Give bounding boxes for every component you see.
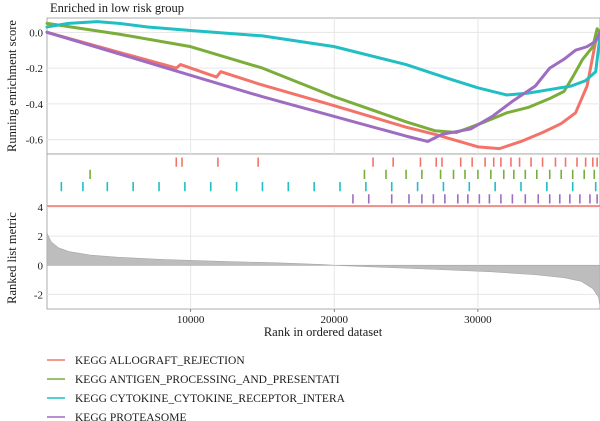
es-tick-label: -0.2 — [26, 63, 43, 75]
hits-panel — [46, 153, 600, 208]
x-axis-label: Rank in ordered dataset — [264, 325, 383, 339]
es-series-line — [45, 30, 600, 151]
legend-label: KEGG PROTEASOME — [75, 412, 187, 421]
es-panel — [46, 17, 600, 155]
es-series-line — [45, 20, 600, 97]
x-tick-label: 10000 — [177, 314, 205, 326]
es-tick-label: -0.6 — [26, 135, 44, 147]
es-series-line — [45, 21, 600, 135]
ranked-metric-area — [46, 233, 600, 307]
gene-hit-marks — [47, 157, 600, 207]
legend-label: KEGG ALLOGRAFT_REJECTION — [75, 355, 245, 367]
es-series-line — [45, 30, 600, 143]
legend-label: KEGG ANTIGEN_PROCESSING_AND_PRESENTATI — [75, 374, 340, 386]
es-tick-label: -0.4 — [26, 99, 44, 111]
axis-ticks: 10000 20000 30000 0.0 -0.2 -0.4 -0.6 4 2 0 -2 — [26, 27, 493, 326]
x-tick-label: 30000 — [464, 314, 492, 326]
legend-label: KEGG CYTOKINE_CYTOKINE_RECEPTOR_INTERA — [75, 393, 346, 405]
x-tick-label: 20000 — [321, 314, 349, 326]
legend: KEGG ALLOGRAFT_REJECTION KEGG ANTIGEN_PRO… — [47, 355, 346, 421]
chart-title: Enriched in low risk group — [50, 1, 184, 15]
metric-panel — [46, 206, 600, 310]
running-es-lines — [45, 20, 600, 151]
ranked-metric-curve — [46, 233, 600, 307]
metric-tick-label: -2 — [34, 289, 43, 301]
metric-tick-label: 0 — [38, 260, 44, 272]
es-y-axis-label: Running enrichment score — [5, 20, 19, 152]
es-tick-label: 0.0 — [29, 27, 43, 39]
metric-tick-label: 2 — [38, 231, 44, 243]
metric-tick-label: 4 — [38, 202, 44, 214]
metric-y-axis-label: Ranked list metric — [5, 212, 19, 304]
